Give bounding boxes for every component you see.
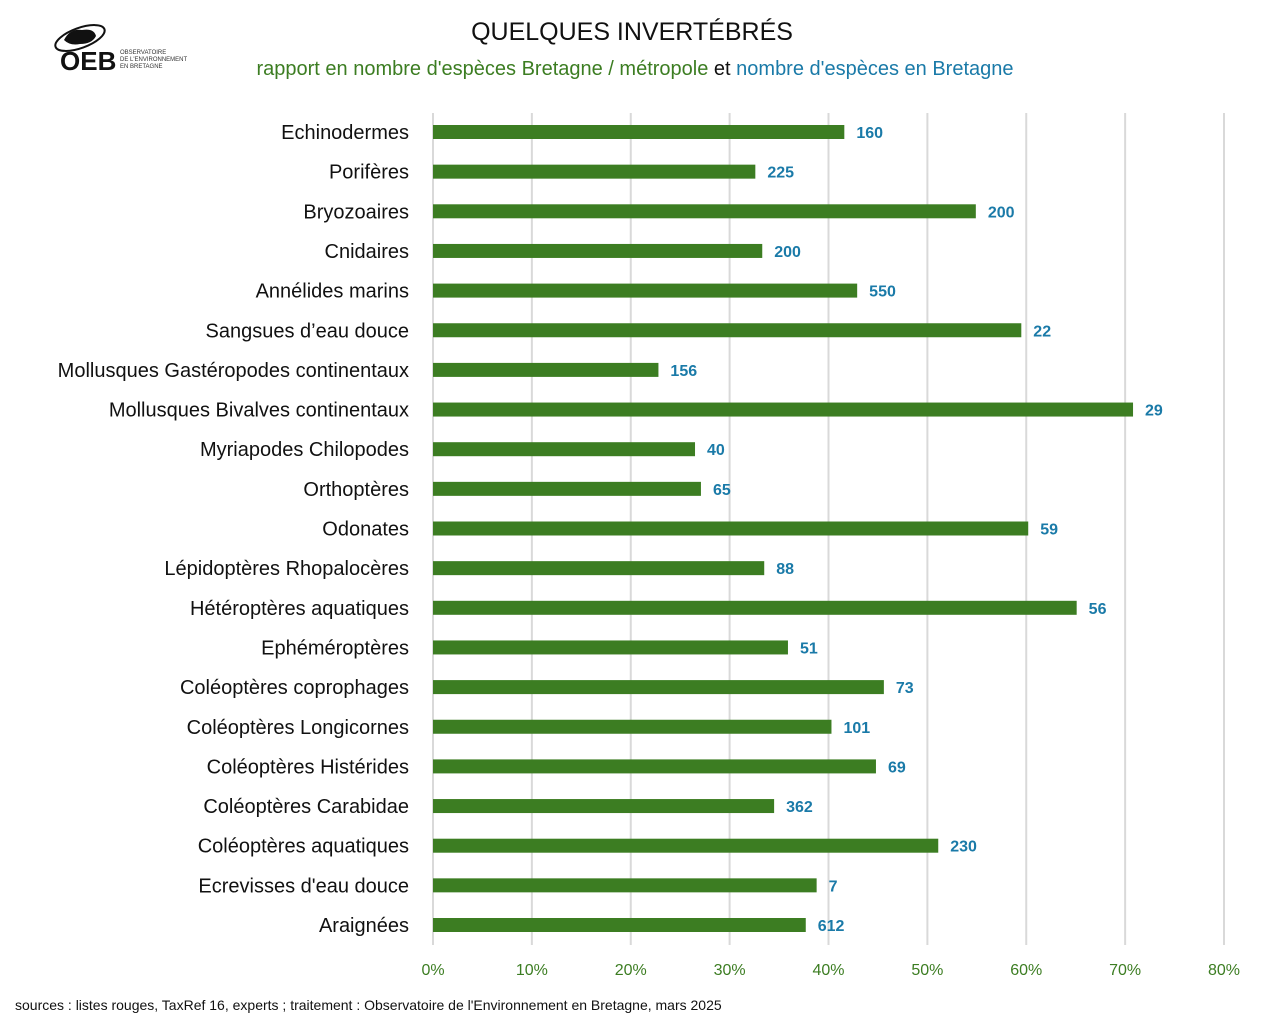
subtitle-count: nombre d'espèces en Bretagne <box>736 58 1014 80</box>
data-label: 7 <box>829 878 838 895</box>
data-label: 69 <box>888 759 906 776</box>
x-tick-label: 70% <box>1109 962 1141 979</box>
bar <box>433 481 701 496</box>
data-label: 200 <box>988 204 1015 221</box>
data-label: 550 <box>869 284 896 301</box>
oeb-logo: OEB OBSERVATOIRE DE L'ENVIRONNEMENT EN B… <box>54 24 187 76</box>
x-tick-label: 0% <box>421 962 444 979</box>
data-label: 29 <box>1145 403 1163 420</box>
bar <box>433 878 817 893</box>
category-label: Hétéroptères aquatiques <box>190 598 409 620</box>
data-label: 88 <box>776 561 794 578</box>
bar <box>433 759 876 774</box>
category-label: Araignées <box>319 915 409 937</box>
category-label: Ephéméroptères <box>261 637 409 659</box>
data-label: 156 <box>670 363 697 380</box>
category-label: Bryozoaires <box>303 201 409 223</box>
bar <box>433 204 976 219</box>
bar <box>433 680 884 695</box>
x-tick-label: 20% <box>615 962 647 979</box>
category-label: Cnidaires <box>325 241 409 263</box>
bar <box>433 362 659 377</box>
bar-chart: 0% 10% 20% 30% 40% 50% 60% 70% 80% Echinodermes 16… <box>58 113 1240 979</box>
category-label: Orthoptères <box>303 479 409 501</box>
bar <box>433 283 858 298</box>
data-label: 51 <box>800 640 818 657</box>
category-label: Sangsues d’eau douce <box>206 320 410 342</box>
chart-title: QUELQUES INVERTÉBRÉS <box>471 18 793 46</box>
data-label: 56 <box>1089 601 1107 618</box>
bar <box>433 323 1022 338</box>
data-label: 22 <box>1033 323 1051 340</box>
bar <box>433 838 939 853</box>
bar <box>433 243 763 258</box>
bar <box>433 719 832 734</box>
category-label: Coléoptères coprophages <box>180 677 409 699</box>
source-note: sources : listes rouges, TaxRef 16, expe… <box>15 997 722 1013</box>
data-label: 362 <box>786 799 813 816</box>
svg-text:OBSERVATOIRE: OBSERVATOIRE <box>120 50 166 56</box>
bar <box>433 600 1077 615</box>
category-label: Ecrevisses d'eau douce <box>198 875 409 897</box>
chart-subtitle: rapport en nombre d'espèces Bretagne / m… <box>0 58 1264 81</box>
data-label: 101 <box>843 720 870 737</box>
bar <box>433 918 806 932</box>
category-label: Coléoptères aquatiques <box>198 836 409 858</box>
bar <box>433 164 756 179</box>
svg-text:OEB: OEB <box>60 46 116 76</box>
bar <box>433 521 1029 536</box>
x-tick-label: 30% <box>714 962 746 979</box>
x-tick-label: 40% <box>812 962 844 979</box>
data-label: 160 <box>856 125 883 142</box>
bar <box>433 640 788 655</box>
category-label: Coléoptères Carabidae <box>203 796 409 818</box>
category-label: Lépidoptères Rhopalocères <box>164 558 409 580</box>
subtitle-ratio: rapport en nombre d'espèces Bretagne / m… <box>256 58 709 80</box>
category-label: Mollusques Gastéropodes continentaux <box>58 360 409 382</box>
bar <box>433 125 845 139</box>
x-tick-label: 60% <box>1010 962 1042 979</box>
data-label: 612 <box>818 918 845 935</box>
category-label: Coléoptères Longicornes <box>187 717 409 739</box>
data-label: 225 <box>767 165 794 182</box>
category-label: Porifères <box>329 162 409 184</box>
category-label: Mollusques Bivalves continentaux <box>109 400 409 422</box>
svg-text:EN BRETAGNE: EN BRETAGNE <box>120 64 163 70</box>
bar <box>433 561 765 576</box>
category-label: Myriapodes Chilopodes <box>200 439 409 461</box>
category-label: Odonates <box>322 519 409 541</box>
svg-text:DE L'ENVIRONNEMENT: DE L'ENVIRONNEMENT <box>120 57 187 63</box>
data-label: 59 <box>1040 522 1058 539</box>
data-label: 230 <box>950 839 977 856</box>
subtitle-join: et <box>708 58 737 80</box>
category-label: Annélides marins <box>256 281 409 303</box>
data-label: 65 <box>713 482 731 499</box>
bar <box>433 442 696 457</box>
data-label: 73 <box>896 680 914 697</box>
category-label: Echinodermes <box>281 122 409 144</box>
data-label: 40 <box>707 442 725 459</box>
bar <box>433 402 1134 417</box>
x-tick-label: 50% <box>911 962 943 979</box>
x-tick-label: 10% <box>516 962 548 979</box>
x-tick-label: 80% <box>1208 962 1240 979</box>
data-label: 200 <box>774 244 801 261</box>
category-label: Coléoptères Histérides <box>207 756 409 778</box>
bar <box>433 799 775 814</box>
